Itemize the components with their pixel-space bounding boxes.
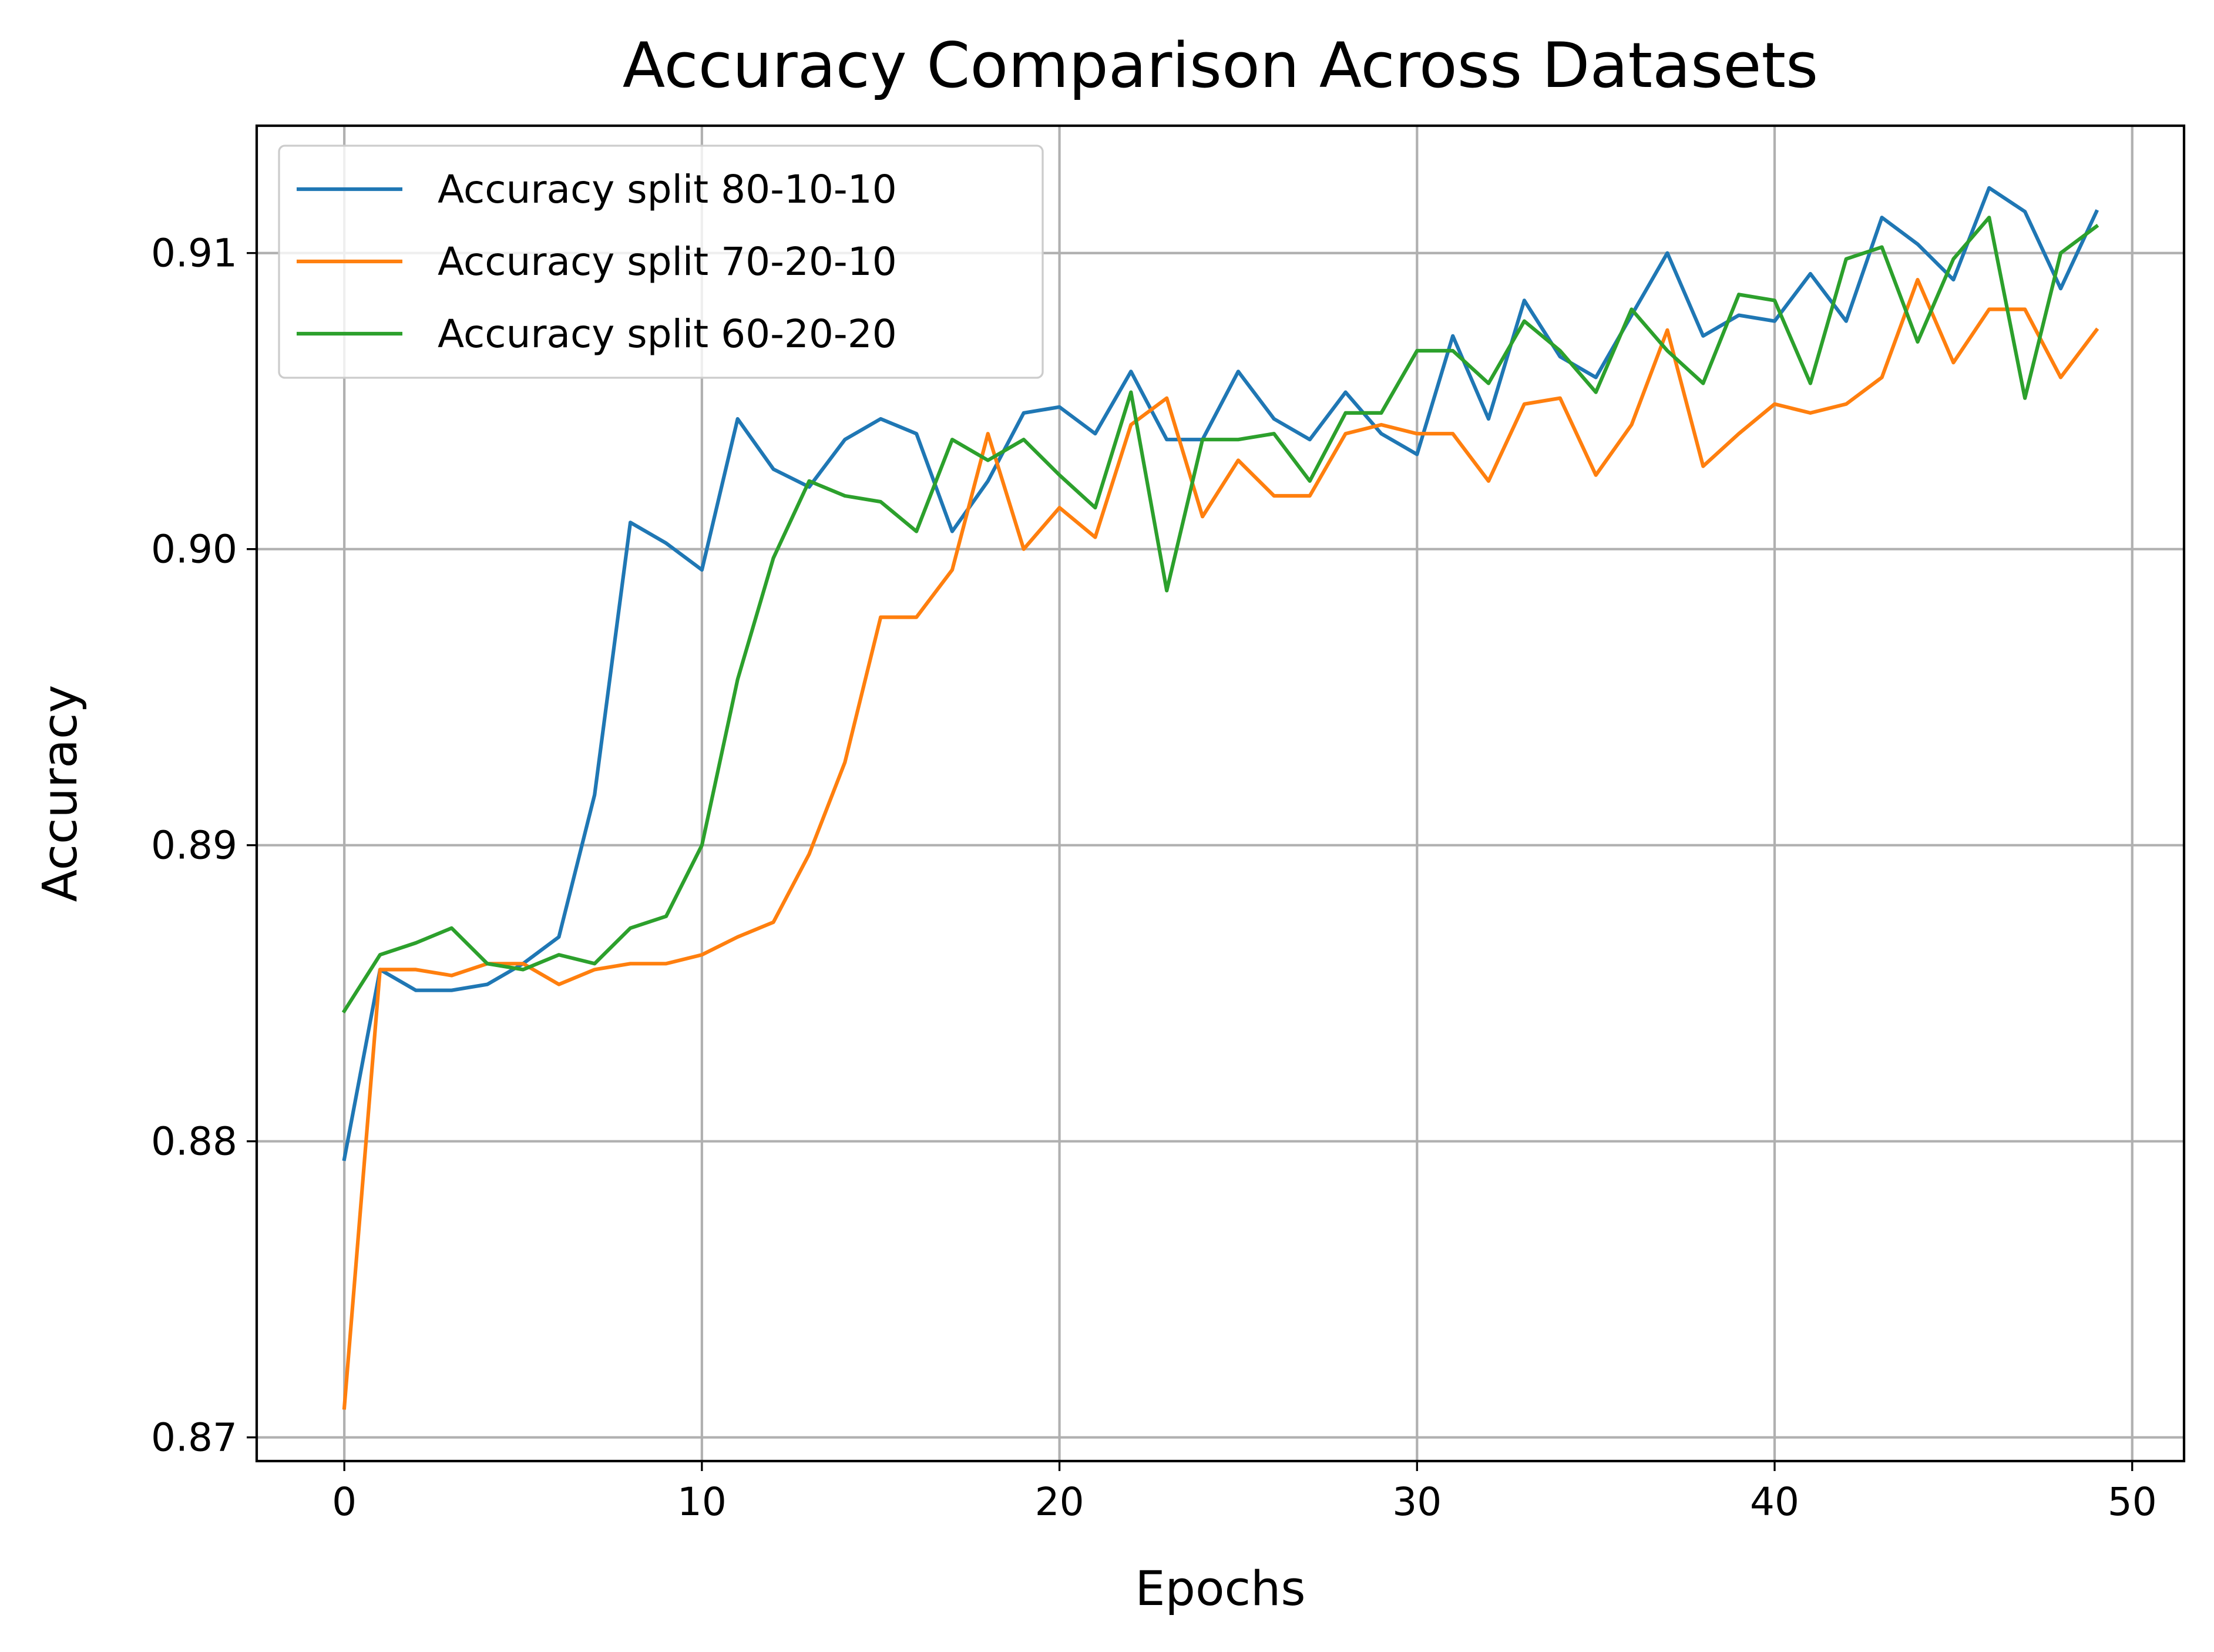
- axis-ticks: 0 10 20 30 40 50 0.87 0.88 0.89 0.90 0.91: [151, 231, 2157, 1525]
- x-tick-label: 30: [1392, 1479, 1442, 1525]
- series-line-1: [342, 186, 2099, 1161]
- x-tick-label: 10: [677, 1479, 727, 1525]
- y-tick-label: 0.90: [151, 527, 237, 572]
- chart-title: Accuracy Comparison Across Datasets: [623, 29, 1818, 102]
- x-tick-label: 40: [1750, 1479, 1799, 1525]
- plot-frame: [255, 124, 2186, 1463]
- x-axis-label: Epochs: [1135, 1562, 1305, 1617]
- y-axis-label: Accuracy: [33, 685, 88, 902]
- y-tick-label: 0.88: [151, 1119, 237, 1164]
- y-tick-label: 0.89: [151, 823, 237, 868]
- legend-box: [278, 145, 1044, 379]
- legend: Accuracy split 80-10-10 Accuracy split 70…: [278, 145, 1044, 379]
- x-tick-label: 50: [2108, 1479, 2157, 1525]
- series-line-3: [341, 216, 2099, 1014]
- x-tick-label: 20: [1035, 1479, 1084, 1525]
- y-tick-label: 0.91: [151, 231, 237, 276]
- y-tick-label: 0.87: [151, 1415, 237, 1460]
- x-tick-label: 0: [332, 1479, 357, 1525]
- legend-label: Accuracy split 80-10-10: [438, 167, 897, 212]
- legend-label: Accuracy split 70-20-10: [438, 239, 897, 284]
- legend-items: Accuracy split 80-10-10 Accuracy split 70…: [297, 167, 897, 357]
- series-lines: [341, 186, 2099, 1410]
- series-line-2: [342, 278, 2099, 1410]
- legend-label: Accuracy split 60-20-20: [438, 311, 897, 357]
